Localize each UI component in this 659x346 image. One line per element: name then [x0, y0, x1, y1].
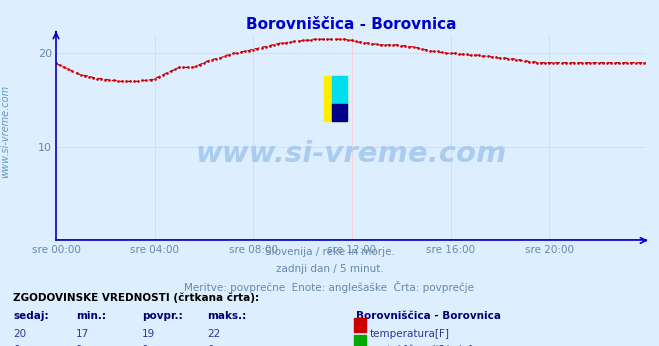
Text: 17: 17	[76, 329, 89, 339]
Text: zadnji dan / 5 minut.: zadnji dan / 5 minut.	[275, 264, 384, 274]
Text: 0: 0	[142, 345, 148, 346]
Text: 0: 0	[13, 345, 20, 346]
Text: sedaj:: sedaj:	[13, 311, 49, 321]
Text: Borovniščica - Borovnica: Borovniščica - Borovnica	[356, 311, 501, 321]
Text: 22: 22	[208, 329, 221, 339]
Text: 0: 0	[76, 345, 82, 346]
Title: Borovniščica - Borovnica: Borovniščica - Borovnica	[246, 17, 456, 32]
Bar	[332, 104, 347, 121]
Text: maks.:: maks.:	[208, 311, 247, 321]
Text: www.si-vreme.com: www.si-vreme.com	[195, 140, 507, 168]
Bar	[332, 76, 347, 105]
Bar	[324, 76, 347, 121]
Text: min.:: min.:	[76, 311, 106, 321]
Text: 19: 19	[142, 329, 155, 339]
Text: ZGODOVINSKE VREDNOSTI (črtkana črta):: ZGODOVINSKE VREDNOSTI (črtkana črta):	[13, 292, 259, 303]
Text: 0: 0	[208, 345, 214, 346]
Text: Meritve: povprečne  Enote: anglešaške  Črta: povprečje: Meritve: povprečne Enote: anglešaške Črt…	[185, 281, 474, 293]
Text: povpr.:: povpr.:	[142, 311, 183, 321]
Text: pretok[čevelj3/min]: pretok[čevelj3/min]	[370, 345, 473, 346]
Text: Slovenija / reke in morje.: Slovenija / reke in morje.	[264, 247, 395, 257]
Text: www.si-vreme.com: www.si-vreme.com	[0, 85, 11, 178]
Text: temperatura[F]: temperatura[F]	[370, 329, 449, 339]
Text: 20: 20	[13, 329, 26, 339]
